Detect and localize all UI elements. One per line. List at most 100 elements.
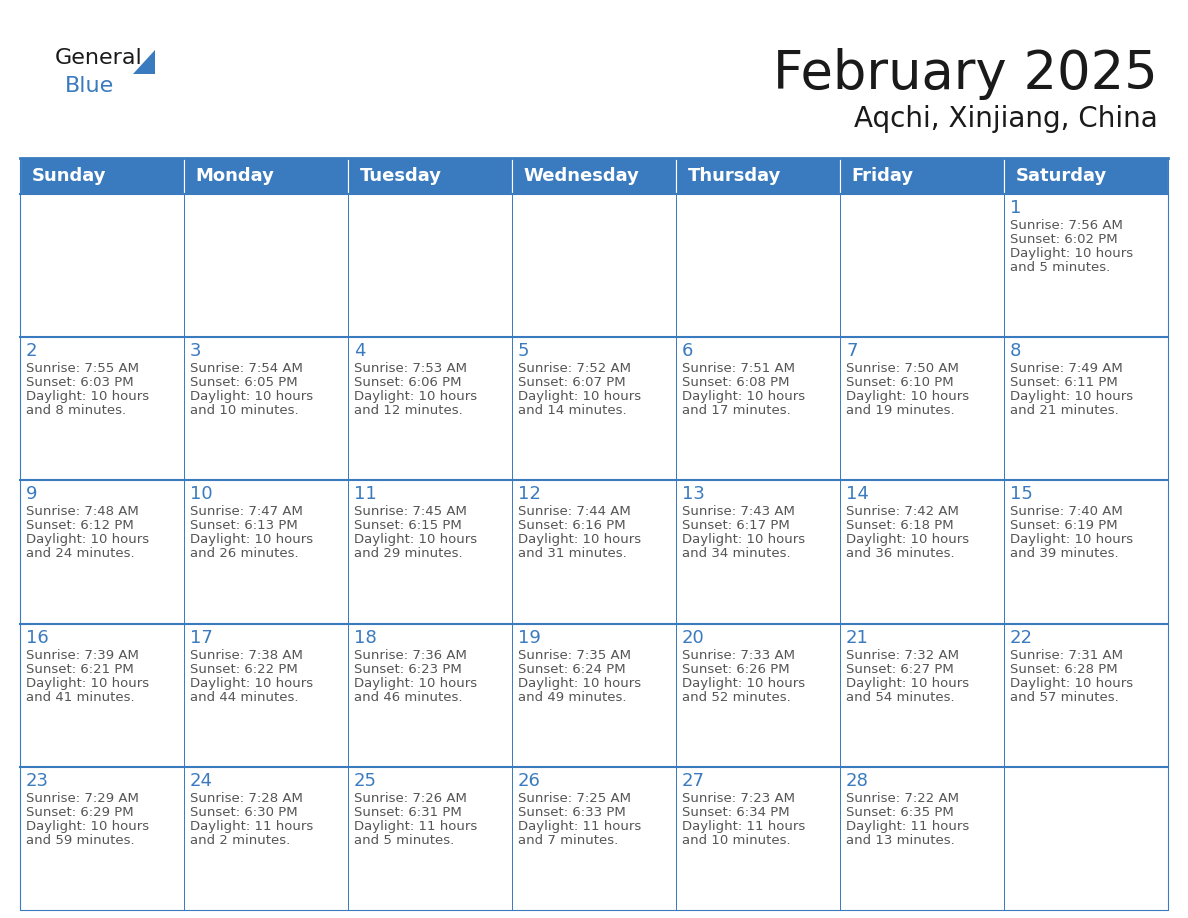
Text: Sunset: 6:08 PM: Sunset: 6:08 PM	[682, 376, 790, 389]
Text: Daylight: 10 hours: Daylight: 10 hours	[26, 677, 150, 689]
Text: Sunrise: 7:54 AM: Sunrise: 7:54 AM	[190, 363, 303, 375]
Text: Sunrise: 7:25 AM: Sunrise: 7:25 AM	[518, 792, 631, 805]
Text: Sunset: 6:28 PM: Sunset: 6:28 PM	[1010, 663, 1118, 676]
Text: 7: 7	[846, 342, 858, 360]
Text: 26: 26	[518, 772, 541, 789]
Text: Sunset: 6:17 PM: Sunset: 6:17 PM	[682, 520, 790, 532]
Text: Sunset: 6:13 PM: Sunset: 6:13 PM	[190, 520, 298, 532]
Bar	[512, 158, 676, 194]
Bar	[348, 158, 512, 194]
Text: Daylight: 10 hours: Daylight: 10 hours	[26, 533, 150, 546]
Text: and 41 minutes.: and 41 minutes.	[26, 690, 134, 703]
Text: 11: 11	[354, 486, 377, 503]
Text: and 19 minutes.: and 19 minutes.	[846, 404, 955, 417]
Bar	[184, 194, 348, 337]
Text: Sunset: 6:06 PM: Sunset: 6:06 PM	[354, 376, 461, 389]
Text: and 2 minutes.: and 2 minutes.	[190, 834, 290, 846]
Text: Aqchi, Xinjiang, China: Aqchi, Xinjiang, China	[854, 105, 1158, 133]
Text: Sunrise: 7:35 AM: Sunrise: 7:35 AM	[518, 649, 631, 662]
Text: Daylight: 10 hours: Daylight: 10 hours	[1010, 533, 1133, 546]
Text: Friday: Friday	[852, 167, 914, 185]
Text: 19: 19	[518, 629, 541, 646]
Text: Sunset: 6:24 PM: Sunset: 6:24 PM	[518, 663, 626, 676]
Text: Daylight: 10 hours: Daylight: 10 hours	[682, 677, 805, 689]
Text: and 14 minutes.: and 14 minutes.	[518, 404, 626, 417]
Text: 9: 9	[26, 486, 38, 503]
Text: Sunrise: 7:51 AM: Sunrise: 7:51 AM	[682, 363, 795, 375]
Text: Sunrise: 7:44 AM: Sunrise: 7:44 AM	[518, 506, 631, 519]
Text: and 36 minutes.: and 36 minutes.	[846, 547, 955, 560]
Text: Sunrise: 7:33 AM: Sunrise: 7:33 AM	[682, 649, 795, 662]
Bar	[184, 767, 348, 910]
Text: and 52 minutes.: and 52 minutes.	[682, 690, 791, 703]
Text: 8: 8	[1010, 342, 1022, 360]
Text: Monday: Monday	[196, 167, 274, 185]
Text: Sunset: 6:16 PM: Sunset: 6:16 PM	[518, 520, 626, 532]
Text: Daylight: 10 hours: Daylight: 10 hours	[1010, 390, 1133, 403]
Text: Sunrise: 7:47 AM: Sunrise: 7:47 AM	[190, 506, 303, 519]
Bar	[20, 623, 184, 767]
Text: Daylight: 10 hours: Daylight: 10 hours	[846, 533, 969, 546]
Text: and 26 minutes.: and 26 minutes.	[190, 547, 298, 560]
Bar	[1004, 623, 1168, 767]
Bar	[348, 194, 512, 337]
Text: Sunrise: 7:43 AM: Sunrise: 7:43 AM	[682, 506, 795, 519]
Text: and 13 minutes.: and 13 minutes.	[846, 834, 955, 846]
Text: Daylight: 10 hours: Daylight: 10 hours	[518, 390, 642, 403]
Text: Daylight: 10 hours: Daylight: 10 hours	[354, 677, 478, 689]
Text: 25: 25	[354, 772, 377, 789]
Bar	[1004, 480, 1168, 623]
Text: Sunset: 6:03 PM: Sunset: 6:03 PM	[26, 376, 133, 389]
Bar	[20, 158, 184, 194]
Bar	[20, 337, 184, 480]
Text: 17: 17	[190, 629, 213, 646]
Text: Daylight: 10 hours: Daylight: 10 hours	[1010, 677, 1133, 689]
Text: Sunrise: 7:23 AM: Sunrise: 7:23 AM	[682, 792, 795, 805]
Bar	[512, 194, 676, 337]
Text: Daylight: 11 hours: Daylight: 11 hours	[682, 820, 805, 833]
Bar	[184, 158, 348, 194]
Bar	[1004, 158, 1168, 194]
Text: and 44 minutes.: and 44 minutes.	[190, 690, 298, 703]
Text: 1: 1	[1010, 199, 1022, 217]
Text: Sunrise: 7:36 AM: Sunrise: 7:36 AM	[354, 649, 467, 662]
Text: Daylight: 10 hours: Daylight: 10 hours	[846, 390, 969, 403]
Bar	[676, 623, 840, 767]
Text: Tuesday: Tuesday	[360, 167, 442, 185]
Bar	[184, 480, 348, 623]
Text: and 34 minutes.: and 34 minutes.	[682, 547, 791, 560]
Text: Sunrise: 7:26 AM: Sunrise: 7:26 AM	[354, 792, 467, 805]
Text: February 2025: February 2025	[773, 48, 1158, 100]
Text: Sunset: 6:35 PM: Sunset: 6:35 PM	[846, 806, 954, 819]
Bar	[676, 767, 840, 910]
Text: Daylight: 10 hours: Daylight: 10 hours	[190, 677, 314, 689]
Text: and 49 minutes.: and 49 minutes.	[518, 690, 626, 703]
Text: Daylight: 10 hours: Daylight: 10 hours	[354, 390, 478, 403]
Bar	[184, 623, 348, 767]
Text: 28: 28	[846, 772, 868, 789]
Bar	[1004, 194, 1168, 337]
Text: and 57 minutes.: and 57 minutes.	[1010, 690, 1119, 703]
Text: Sunrise: 7:40 AM: Sunrise: 7:40 AM	[1010, 506, 1123, 519]
Text: Sunset: 6:19 PM: Sunset: 6:19 PM	[1010, 520, 1118, 532]
Text: and 12 minutes.: and 12 minutes.	[354, 404, 463, 417]
Text: 3: 3	[190, 342, 202, 360]
Bar	[184, 337, 348, 480]
Text: Sunrise: 7:52 AM: Sunrise: 7:52 AM	[518, 363, 631, 375]
Text: 21: 21	[846, 629, 868, 646]
Text: Sunset: 6:31 PM: Sunset: 6:31 PM	[354, 806, 462, 819]
Bar	[840, 480, 1004, 623]
Text: General: General	[55, 48, 143, 68]
Text: Daylight: 10 hours: Daylight: 10 hours	[26, 820, 150, 833]
Text: and 5 minutes.: and 5 minutes.	[1010, 261, 1111, 274]
Text: Sunrise: 7:48 AM: Sunrise: 7:48 AM	[26, 506, 139, 519]
Text: Thursday: Thursday	[688, 167, 781, 185]
Text: Sunset: 6:02 PM: Sunset: 6:02 PM	[1010, 233, 1118, 246]
Text: Sunset: 6:33 PM: Sunset: 6:33 PM	[518, 806, 626, 819]
Text: Sunrise: 7:42 AM: Sunrise: 7:42 AM	[846, 506, 959, 519]
Text: and 8 minutes.: and 8 minutes.	[26, 404, 126, 417]
Text: and 5 minutes.: and 5 minutes.	[354, 834, 454, 846]
Text: 12: 12	[518, 486, 541, 503]
Text: Sunday: Sunday	[31, 167, 106, 185]
Text: Sunrise: 7:45 AM: Sunrise: 7:45 AM	[354, 506, 467, 519]
